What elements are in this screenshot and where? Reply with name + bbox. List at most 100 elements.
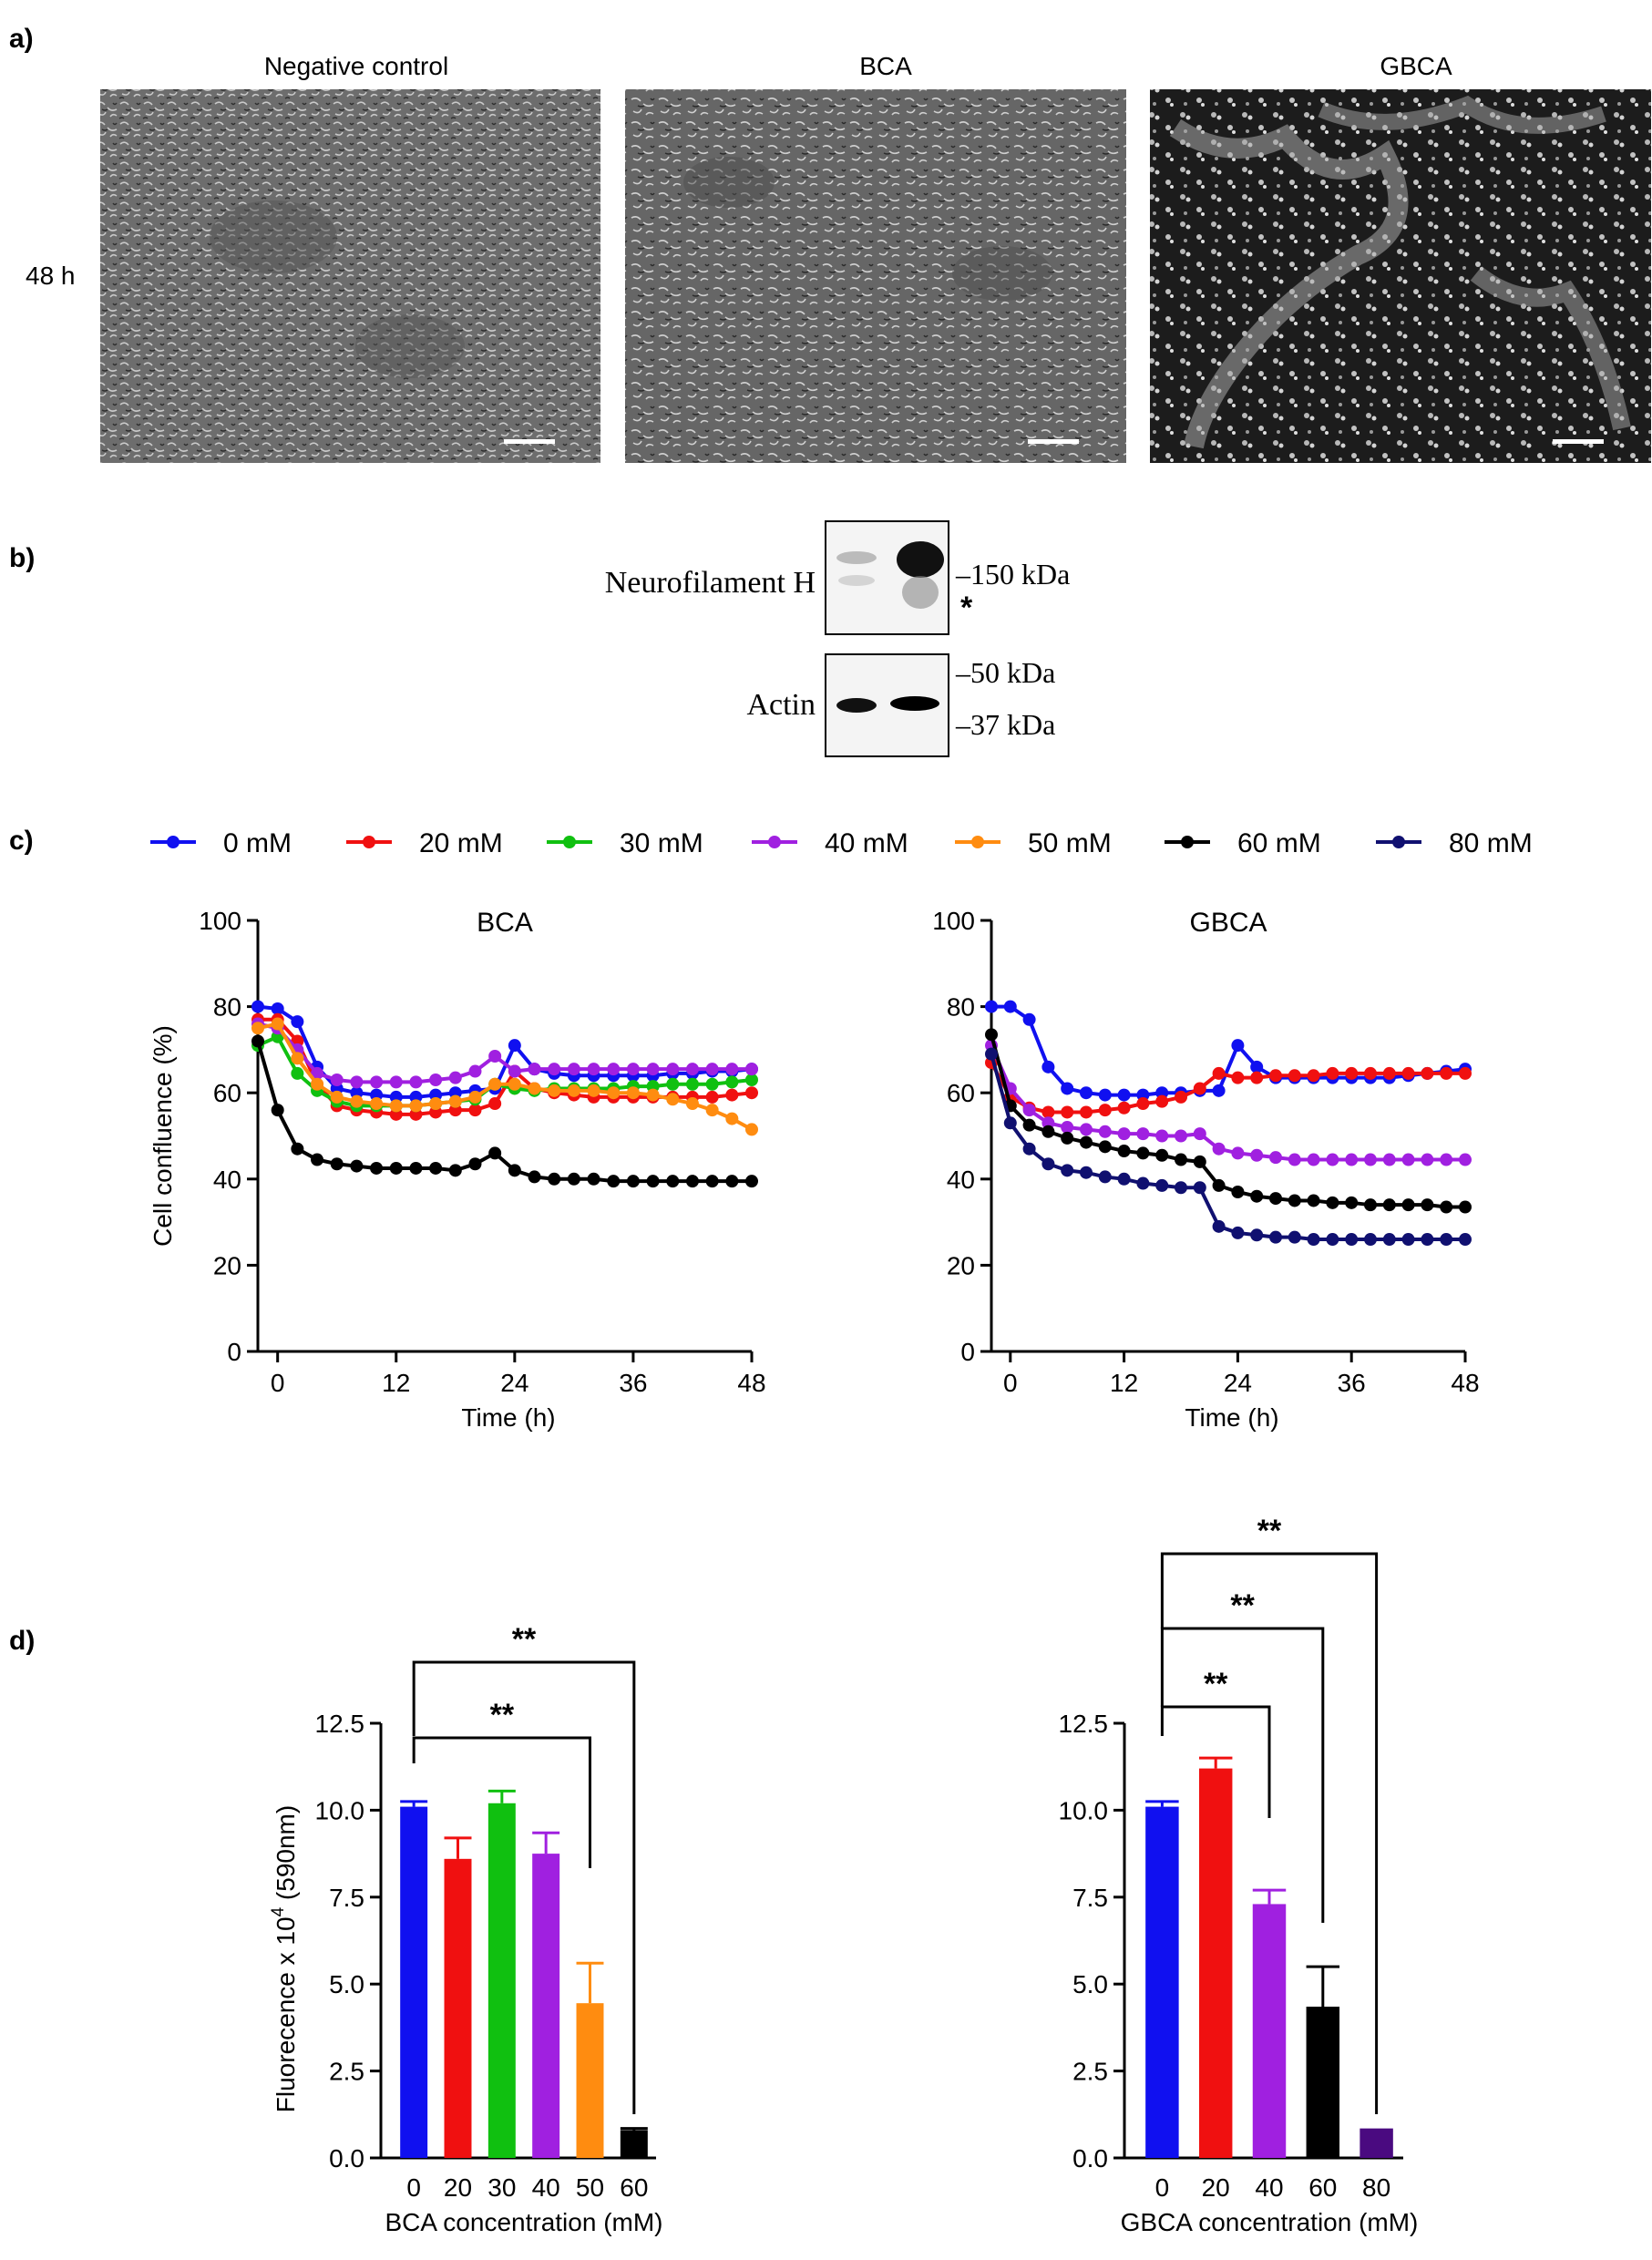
data-point-50	[745, 1123, 758, 1136]
data-point-80	[1269, 1230, 1282, 1244]
data-point-50	[685, 1097, 699, 1111]
significance-bracket	[1160, 1627, 1325, 1923]
data-point-80	[1345, 1233, 1359, 1247]
y-tick-label: 2.5	[1072, 2058, 1108, 2086]
y-tick-label: 0.0	[1072, 2144, 1108, 2173]
data-point-60	[1136, 1146, 1150, 1160]
data-point-80	[1250, 1228, 1264, 1242]
data-point-80	[1459, 1233, 1472, 1247]
x-tick-label: 12	[1110, 1369, 1138, 1397]
legend-marker-60	[1181, 836, 1194, 848]
data-point-40	[626, 1063, 640, 1076]
data-point-40	[1098, 1125, 1112, 1138]
data-point-40	[1193, 1127, 1206, 1141]
data-point-0	[1041, 1060, 1055, 1074]
x-tick-label: 36	[1338, 1369, 1366, 1397]
y-tick-label: 7.5	[1072, 1884, 1108, 1912]
data-point-40	[508, 1064, 521, 1078]
data-point-40	[1117, 1127, 1131, 1141]
row-label-48h: 48 h	[26, 262, 76, 290]
data-point-20	[1061, 1105, 1074, 1119]
legend-marker-50	[971, 836, 984, 848]
data-point-50	[389, 1099, 403, 1113]
blot-label-neurofilament: Neurofilament H	[605, 566, 816, 600]
data-point-0	[1080, 1086, 1093, 1100]
data-point-80	[1288, 1230, 1301, 1244]
data-point-50	[429, 1097, 443, 1111]
x-tick-label: 24	[1224, 1369, 1252, 1397]
scale-bar	[1028, 439, 1079, 444]
bar-50	[576, 2003, 604, 2158]
data-point-50	[705, 1104, 719, 1117]
data-point-60	[1269, 1192, 1282, 1206]
x-axis-label: Time (h)	[1185, 1403, 1278, 1432]
data-point-80	[1061, 1164, 1074, 1177]
data-point-50	[587, 1084, 600, 1097]
data-point-60	[607, 1175, 621, 1188]
data-point-80	[1193, 1181, 1206, 1195]
y-tick-label: 80	[947, 993, 975, 1022]
y-tick-label: 0.0	[329, 2144, 364, 2173]
y-tick-label: 40	[213, 1166, 241, 1194]
data-point-0	[1061, 1082, 1074, 1095]
data-point-80	[1440, 1233, 1453, 1247]
y-tick-label: 0	[960, 1338, 975, 1366]
data-point-0	[271, 1002, 284, 1015]
data-point-40	[389, 1075, 403, 1089]
data-point-60	[1061, 1131, 1074, 1145]
data-point-40	[468, 1064, 482, 1078]
data-point-30	[705, 1077, 719, 1091]
x-tick-label: 48	[1451, 1369, 1479, 1397]
data-point-80	[1401, 1233, 1415, 1247]
x-tick-label: 80	[1362, 2173, 1390, 2202]
data-point-40	[370, 1075, 384, 1089]
data-point-40	[1136, 1127, 1150, 1141]
data-point-20	[1440, 1066, 1453, 1080]
data-point-40	[429, 1074, 443, 1087]
x-tick-label: 60	[620, 2173, 648, 2202]
marker-50kda: –50 kDa	[955, 656, 1055, 689]
data-point-60	[271, 1104, 284, 1117]
data-point-60	[1080, 1135, 1093, 1149]
x-tick-label: 12	[382, 1369, 410, 1397]
data-point-40	[567, 1063, 580, 1076]
data-point-50	[468, 1090, 482, 1104]
data-point-80	[1231, 1226, 1245, 1239]
data-point-60	[1382, 1198, 1396, 1212]
legend-marker-80	[1392, 836, 1405, 848]
data-point-60	[1440, 1200, 1453, 1214]
y-tick-label: 5.0	[329, 1970, 364, 1998]
data-point-20	[1098, 1104, 1112, 1117]
data-point-50	[666, 1093, 680, 1106]
data-point-20	[1212, 1066, 1226, 1080]
data-point-60	[1041, 1125, 1055, 1138]
data-point-60	[389, 1161, 403, 1175]
data-point-60	[508, 1164, 521, 1177]
bar-40	[1252, 1904, 1287, 2158]
data-point-60	[705, 1175, 719, 1188]
data-point-40	[725, 1063, 739, 1076]
data-point-20	[1459, 1066, 1472, 1080]
data-point-60	[985, 1028, 998, 1042]
data-point-80	[1041, 1157, 1055, 1171]
data-point-0	[1250, 1060, 1264, 1074]
data-point-40	[311, 1066, 324, 1080]
data-point-20	[1193, 1082, 1206, 1095]
line-chart-bca: 0 20 40 60 80 100 0 12 24 36 48 Time (h) Cell conflu…	[149, 907, 766, 1432]
data-point-50	[409, 1099, 423, 1113]
data-point-40	[1401, 1153, 1415, 1166]
chart-title: BCA	[477, 908, 533, 938]
data-point-60	[548, 1172, 561, 1186]
data-point-80	[1421, 1233, 1434, 1247]
data-point-80	[1364, 1233, 1377, 1247]
data-point-0	[1117, 1088, 1131, 1102]
data-point-60	[1459, 1200, 1472, 1214]
data-point-40	[646, 1063, 660, 1076]
panel-d-label: d)	[9, 1626, 35, 1656]
data-point-50	[626, 1086, 640, 1100]
data-point-30	[725, 1075, 739, 1089]
data-point-50	[528, 1082, 541, 1095]
x-tick-label: 24	[500, 1369, 528, 1397]
data-point-60	[448, 1164, 462, 1177]
data-point-40	[528, 1063, 541, 1076]
